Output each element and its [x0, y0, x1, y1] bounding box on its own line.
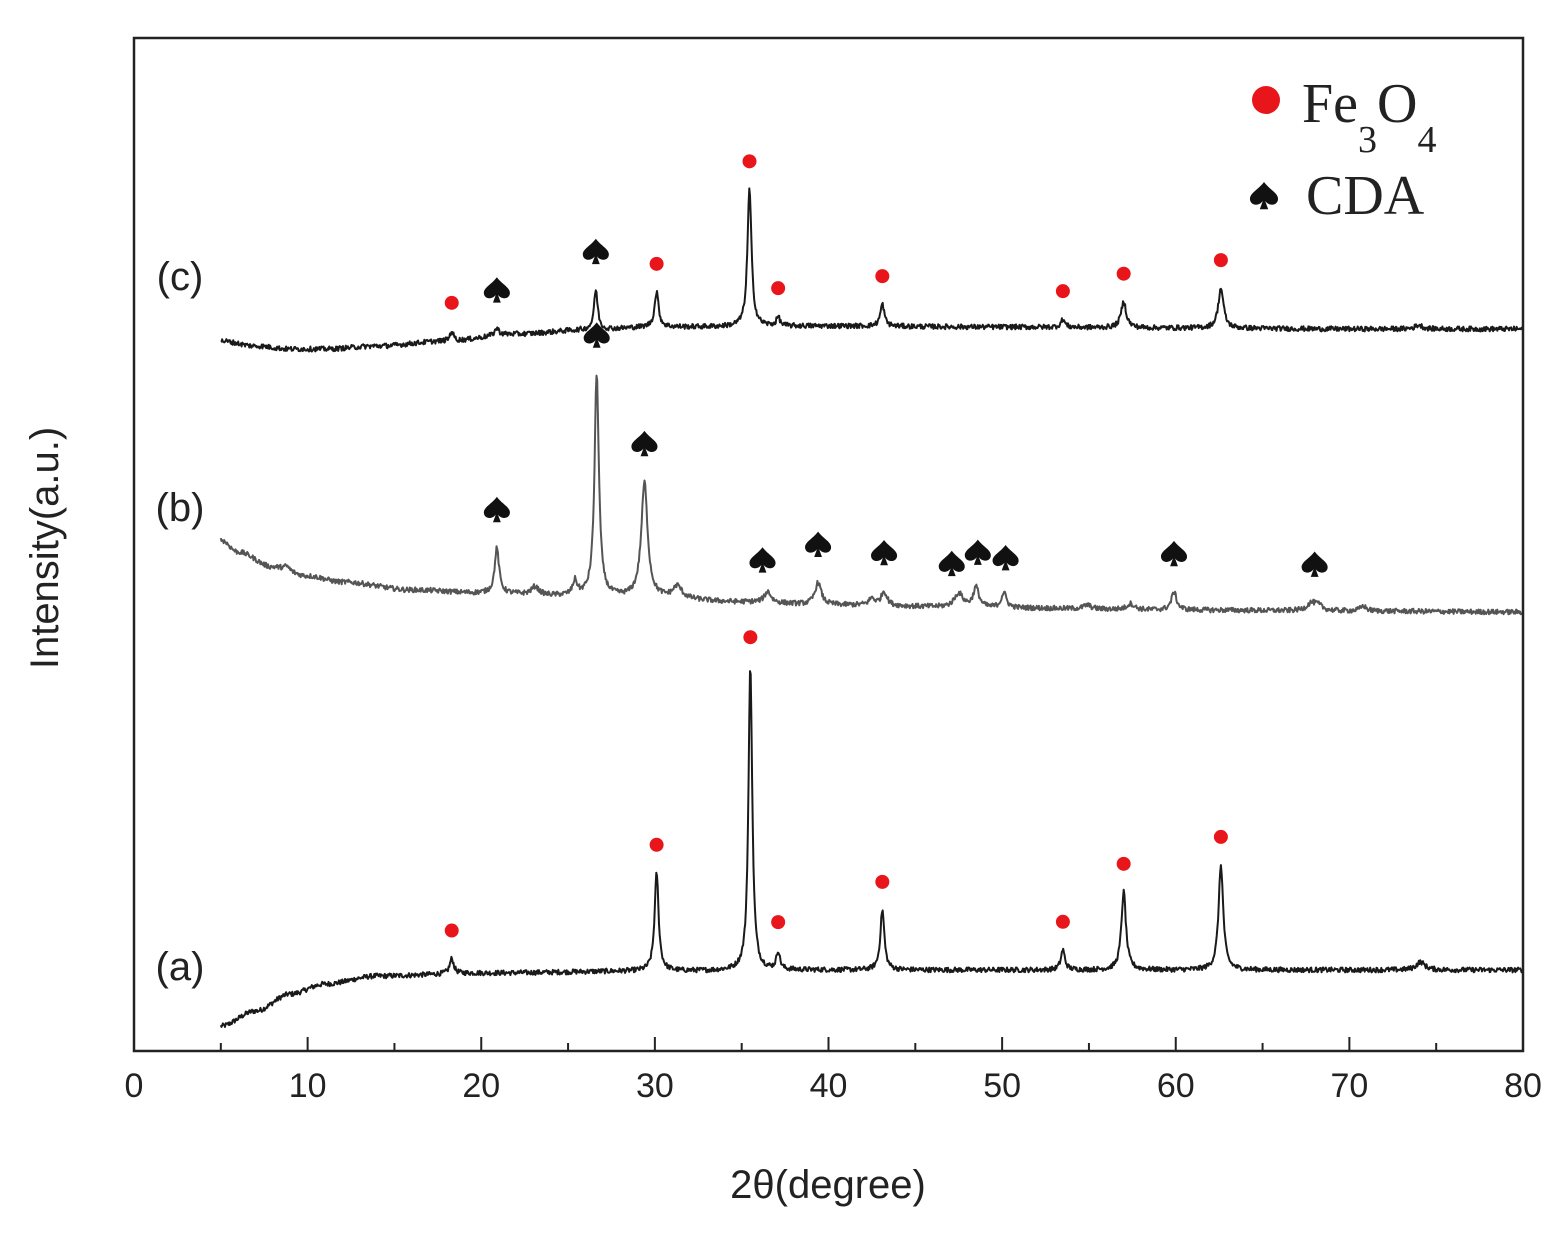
- legend-cda-spade: [1249, 182, 1279, 210]
- legend-fe3o4-sub2: 4: [1417, 119, 1436, 161]
- xrd-traces: [219, 187, 1523, 1028]
- cda-peak-marker: [805, 531, 832, 557]
- fe3o4-peak-marker: [649, 256, 664, 271]
- fe3o4-peak-marker: [1213, 253, 1228, 268]
- fe3o4-peak-marker: [1116, 856, 1131, 871]
- cda-peak-marker: [583, 322, 610, 348]
- legend-cda-marker: [1249, 182, 1279, 210]
- x-axis-tick-labels: 0 10 20 30 40 50 60 70 80: [125, 1067, 1542, 1105]
- legend-fe3o4-o: O: [1377, 73, 1417, 135]
- cda-peak-marker: [582, 238, 609, 265]
- series-label-b: (b): [156, 486, 205, 530]
- fe3o4-peak-marker: [771, 915, 786, 930]
- x-tick-label: 70: [1330, 1067, 1368, 1105]
- fe3o4-peak-marker: [743, 630, 758, 645]
- x-tick-label: 0: [125, 1067, 144, 1105]
- legend: Fe3O4 CDA: [1249, 73, 1436, 227]
- x-tick-label: 40: [810, 1067, 848, 1105]
- x-axis-ticks: [133, 1037, 1524, 1051]
- fe3o4-peak-marker: [444, 295, 459, 310]
- fe3o4-peak-marker: [444, 923, 459, 938]
- trace-c: [220, 187, 1523, 353]
- legend-cda-label: CDA: [1306, 165, 1425, 227]
- legend-fe3o4-marker: [1252, 86, 1280, 114]
- cda-peak-marker: [1160, 540, 1188, 567]
- series-label-a: (a): [156, 945, 205, 989]
- cda-peak-marker: [483, 496, 510, 523]
- cda-peak-marker: [1301, 551, 1328, 577]
- legend-fe3o4-fe: Fe: [1302, 73, 1358, 135]
- series-labels: (a) (b) (c): [156, 255, 205, 989]
- peak-markers: [444, 154, 1328, 938]
- x-tick-label: 60: [1157, 1067, 1195, 1105]
- fe3o4-peak-marker: [1055, 914, 1070, 929]
- fe3o4-peak-marker: [649, 837, 664, 852]
- x-tick-label: 10: [289, 1067, 327, 1105]
- cda-peak-marker: [631, 430, 658, 457]
- fe3o4-peak-marker: [771, 281, 786, 296]
- trace-b: [219, 374, 1523, 616]
- x-axis-label: 2θ(degree): [730, 1163, 926, 1207]
- plot-frame: [132, 36, 1525, 1053]
- fe3o4-peak-marker: [1116, 266, 1131, 281]
- y-axis-label: Intensity(a.u.): [23, 427, 67, 669]
- fe3o4-peak-marker: [1213, 829, 1228, 844]
- fe3o4-peak-marker: [875, 874, 890, 889]
- cda-peak-marker: [871, 539, 898, 566]
- cda-peak-marker: [483, 277, 510, 303]
- x-tick-label: 20: [462, 1067, 500, 1105]
- trace-a: [219, 670, 1523, 1028]
- x-tick-label: 80: [1504, 1067, 1542, 1105]
- fe3o4-peak-marker: [742, 154, 757, 169]
- cda-peak-marker: [964, 539, 991, 565]
- fe3o4-peak-marker: [875, 269, 890, 284]
- cda-peak-marker: [749, 547, 776, 573]
- cda-peak-marker: [938, 550, 965, 577]
- cda-peak-marker: [992, 545, 1019, 571]
- legend-fe3o4-label: Fe3O4: [1302, 73, 1436, 161]
- fe3o4-peak-marker: [1055, 284, 1070, 299]
- x-tick-label: 30: [636, 1067, 674, 1105]
- legend-fe3o4-sub1: 3: [1358, 119, 1377, 161]
- series-label-c: (c): [157, 255, 204, 299]
- x-tick-label: 50: [983, 1067, 1021, 1105]
